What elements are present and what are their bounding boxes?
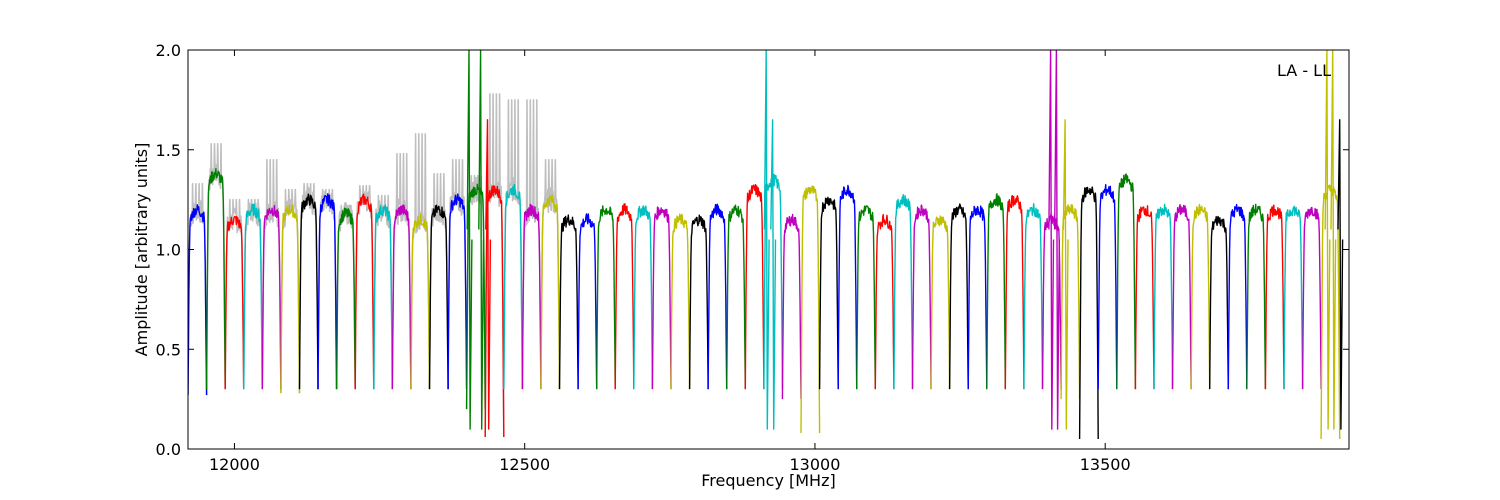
band-trace bbox=[503, 183, 524, 390]
band-trace bbox=[1283, 205, 1304, 390]
band-trace bbox=[930, 215, 951, 390]
band-trace bbox=[1023, 203, 1044, 390]
x-tick-label: 13500 bbox=[1080, 455, 1131, 474]
reference-trace bbox=[335, 202, 356, 390]
band-trace bbox=[986, 193, 1006, 390]
y-tick-label: 2.0 bbox=[156, 41, 181, 60]
band-trace bbox=[1153, 203, 1174, 390]
band-trace bbox=[744, 183, 765, 390]
band-trace bbox=[948, 203, 969, 390]
band-trace bbox=[1171, 204, 1192, 390]
rfi-spike-trace bbox=[1062, 119, 1069, 430]
band-trace bbox=[911, 204, 932, 390]
plot-frame bbox=[187, 49, 1350, 450]
band-trace bbox=[1227, 203, 1248, 390]
x-tick-label: 12000 bbox=[209, 455, 260, 474]
band-trace bbox=[243, 203, 263, 390]
band-trace bbox=[614, 203, 635, 390]
rfi-spike-trace bbox=[1330, 50, 1337, 430]
band-trace bbox=[298, 193, 319, 390]
band-trace bbox=[447, 193, 468, 390]
band-trace bbox=[670, 213, 691, 390]
y-tick-label: 0.5 bbox=[156, 340, 181, 359]
rfi-spike-trace bbox=[485, 119, 492, 430]
band-trace bbox=[540, 194, 561, 390]
x-tick-label: 13000 bbox=[789, 455, 840, 474]
baseline-annotation: LA - LL bbox=[1277, 61, 1331, 80]
rfi-spike-trace bbox=[763, 50, 770, 430]
band-trace bbox=[558, 214, 579, 390]
band-trace bbox=[633, 205, 654, 390]
band-trace bbox=[707, 203, 728, 390]
band-trace bbox=[188, 204, 208, 396]
band-trace bbox=[261, 205, 282, 390]
band-trace bbox=[874, 213, 895, 390]
rfi-spike-trace bbox=[1337, 119, 1344, 430]
band-trace bbox=[651, 206, 672, 390]
band-trace bbox=[1320, 184, 1341, 440]
band-trace bbox=[317, 193, 338, 390]
band-trace bbox=[428, 204, 449, 390]
band-trace bbox=[688, 214, 709, 390]
band-trace bbox=[726, 204, 746, 390]
band-trace bbox=[1246, 203, 1267, 390]
band-trace bbox=[1190, 203, 1211, 390]
rfi-spike-trace bbox=[1324, 50, 1331, 430]
band-trace bbox=[224, 215, 245, 390]
y-tick-label: 1.5 bbox=[156, 141, 181, 160]
reference-trace bbox=[261, 158, 282, 390]
band-trace bbox=[1004, 195, 1025, 390]
band-trace bbox=[800, 185, 821, 434]
rfi-spike-trace bbox=[770, 119, 777, 430]
band-trace bbox=[373, 204, 393, 390]
y-tick-label: 1.0 bbox=[156, 241, 181, 260]
band-trace bbox=[577, 213, 598, 390]
band-trace bbox=[335, 207, 356, 390]
band-trace bbox=[781, 213, 802, 400]
band-trace bbox=[280, 204, 301, 394]
band-trace bbox=[837, 184, 858, 390]
band-trace bbox=[1116, 173, 1137, 390]
band-trace bbox=[596, 205, 616, 390]
rfi-spike-trace bbox=[1048, 50, 1055, 430]
band-trace bbox=[1209, 215, 1229, 390]
band-trace bbox=[856, 205, 876, 390]
y-axis-label: Amplitude [arbitrary units] bbox=[132, 143, 151, 357]
band-trace bbox=[818, 196, 839, 390]
band-trace bbox=[967, 205, 988, 390]
band-trace bbox=[521, 203, 542, 390]
spectrum-traces bbox=[188, 50, 1344, 440]
band-trace bbox=[391, 204, 412, 390]
x-axis-label: Frequency [MHz] bbox=[701, 471, 835, 490]
band-trace bbox=[1078, 186, 1099, 440]
band-trace bbox=[1301, 206, 1322, 390]
x-tick-label: 12500 bbox=[499, 455, 550, 474]
band-trace bbox=[1264, 204, 1285, 390]
reference-trace bbox=[280, 188, 301, 394]
rfi-spike-trace bbox=[478, 50, 485, 430]
rfi-spike-trace bbox=[1054, 50, 1060, 430]
band-trace bbox=[1134, 205, 1155, 390]
rfi-spike-trace bbox=[466, 50, 473, 430]
band-trace bbox=[1097, 184, 1118, 390]
band-trace bbox=[354, 193, 375, 390]
y-tick-label: 0.0 bbox=[156, 440, 181, 459]
band-trace bbox=[893, 194, 914, 390]
band-trace bbox=[410, 213, 431, 390]
band-trace bbox=[205, 168, 226, 390]
